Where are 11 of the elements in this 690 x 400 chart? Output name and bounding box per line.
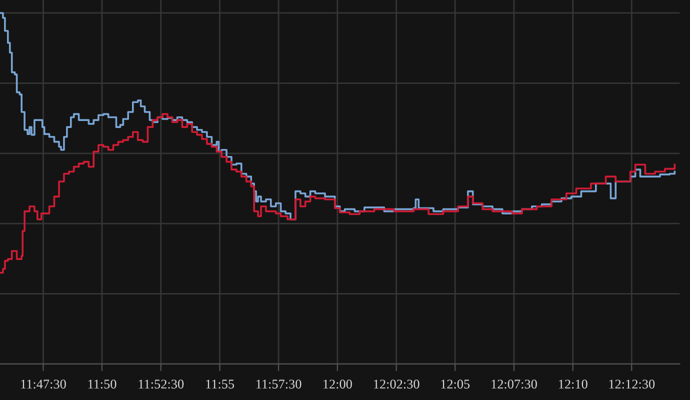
x-tick-label: 12:05 (441, 380, 470, 389)
x-tick-label: 12:00 (324, 380, 352, 389)
x-tick-label: 11:55 (206, 380, 234, 389)
x-tick-label: 12:12:30 (609, 380, 655, 389)
x-tick-label: 11:52:30 (138, 380, 184, 389)
x-tick-label: 12:10 (559, 380, 588, 389)
x-tick-label: 12:02:30 (374, 380, 420, 389)
x-tick-label: 12:07:30 (492, 380, 537, 389)
x-tick-label: 11:57:30 (256, 380, 302, 389)
x-tick-label: 11:50 (88, 380, 116, 389)
x-tick-label: 11:47:30 (21, 380, 66, 389)
